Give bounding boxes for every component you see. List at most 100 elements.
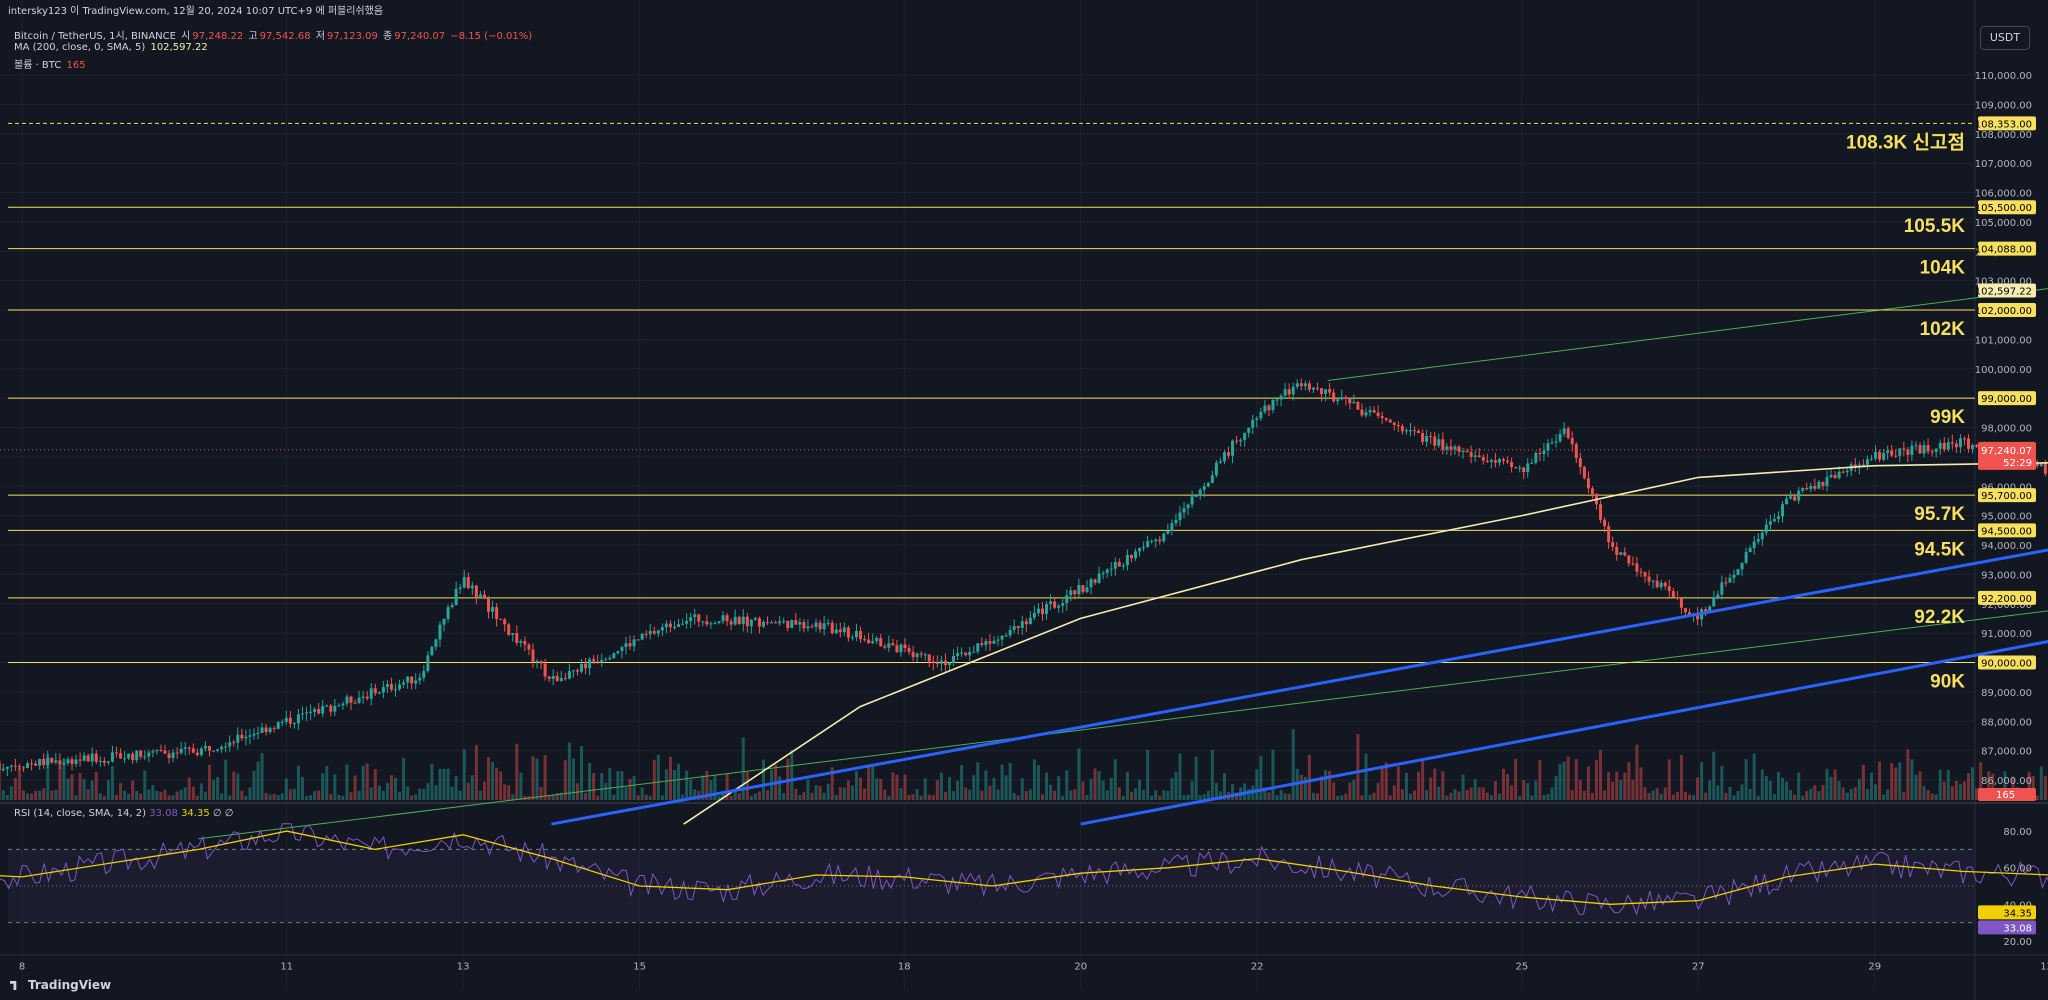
volume-bar (1255, 769, 1259, 800)
candle-body (693, 614, 697, 618)
candle-body (1417, 430, 1421, 434)
candle-body (1962, 438, 1966, 440)
volume-bar (1619, 780, 1623, 800)
volume-bar (1696, 777, 1700, 800)
rsi-sma-line[interactable] (0, 830, 2048, 915)
price-pane[interactable] (0, 0, 1975, 800)
candle-body (317, 709, 321, 714)
volume-bar (883, 789, 887, 800)
candle-body (875, 638, 879, 642)
volume-bar (365, 763, 369, 800)
volume-legend[interactable]: 볼륨 · BTC 165 (14, 56, 88, 71)
volume-bar (1975, 788, 1979, 800)
channel-upper-line[interactable] (551, 16, 2048, 826)
price-channel[interactable] (551, 16, 2048, 826)
tradingview-logo[interactable]: TradingView (10, 978, 111, 992)
volume-bar (1910, 759, 1914, 800)
rsi-value-badge: 33.08 (2003, 923, 2032, 934)
currency-button[interactable]: USDT (1980, 26, 2030, 50)
volume-bar (123, 790, 127, 800)
trend-fans[interactable] (198, 0, 2048, 840)
candle-body (1324, 389, 1328, 394)
volume-bar (1631, 779, 1635, 800)
volume-bar (1603, 790, 1607, 800)
volume-bar (1635, 744, 1639, 800)
volume-bar (927, 794, 931, 800)
rsi-label[interactable]: RSI (14, close, SMA, 14, 2) (14, 808, 147, 819)
volume-bar (1639, 767, 1643, 800)
volume-bar (1712, 751, 1716, 800)
ma-legend[interactable]: MA (200, close, 0, SMA, 5) 102,597.22 (14, 42, 210, 53)
volume-bar (1772, 794, 1776, 800)
volume-bar (1817, 791, 1821, 800)
volume-bar (220, 793, 224, 800)
rsi-line[interactable] (0, 823, 2048, 926)
candle-body (410, 676, 414, 684)
volume-bar (1024, 791, 1028, 800)
volume-bar (1299, 774, 1303, 800)
candle-body (863, 639, 867, 641)
moving-average (683, 289, 2048, 825)
high-label: 고 (248, 31, 258, 42)
candle-body (1299, 383, 1303, 387)
channel-lower-line[interactable] (1080, 75, 2048, 826)
fan-line-green-lower[interactable] (198, 295, 2048, 840)
ma-200-line[interactable] (683, 289, 2048, 825)
candle-body (826, 622, 830, 624)
candle-body (398, 684, 402, 690)
candle-body (1295, 383, 1299, 387)
candle-body (1198, 489, 1202, 497)
volume-bar (1352, 779, 1356, 800)
volume-label[interactable]: 볼륨 · BTC (14, 60, 62, 71)
volume-bar (1, 790, 5, 800)
price-tick-label: 95,000.00 (1981, 512, 2032, 523)
volume-bar (402, 757, 406, 800)
volume-bar (1396, 766, 1400, 800)
candle-body (1493, 460, 1497, 463)
volume-bar (82, 779, 86, 800)
candle-body (361, 696, 365, 698)
candle-body (725, 615, 729, 622)
fan-line-green-upper[interactable] (1327, 19, 2048, 381)
last-price-badge: 97,240.07 (1981, 446, 2032, 457)
level-axis-badge: 92,200.00 (1981, 594, 2032, 605)
volume-bar (875, 778, 879, 800)
time-tick-label: 29 (1868, 961, 1881, 972)
volume-bar (721, 793, 725, 800)
candle-body (414, 680, 418, 684)
volume-bar (600, 773, 604, 800)
volume-bar (478, 790, 482, 800)
ma-label[interactable]: MA (200, close, 0, SMA, 5) (14, 42, 146, 53)
time-tick-label: 27 (1692, 961, 1705, 972)
candle-body (737, 616, 741, 624)
volume-bar (1166, 790, 1170, 800)
horizontal-levels[interactable]: 108.3K 신고점 105.5K 104K 102K 99K 95.7K 94.5K 92.… (0, 122, 1975, 693)
volume-bar (697, 791, 701, 800)
candle-body (1024, 621, 1028, 625)
candle-body (1485, 460, 1489, 462)
volume-bar (535, 758, 539, 800)
candle-body (195, 752, 199, 755)
candle-body (656, 630, 660, 634)
volume-bar (1291, 729, 1295, 800)
volume-bars (0, 729, 2048, 800)
symbol-legend[interactable]: Bitcoin / TetherUS, 1시, BINANCE 시 97,248.… (14, 27, 534, 42)
volume-bar (1493, 781, 1497, 800)
candle-body (46, 757, 50, 765)
price-axis[interactable]: 86,000.00 87,000.00 88,000.00 89,000.00 90,0… (1975, 71, 2036, 801)
rsi-legend[interactable]: RSI (14, close, SMA, 14, 2) 33.08 34.35 … (14, 808, 234, 819)
time-axis[interactable]: 811131518202225272912월357911131618202325… (0, 954, 2048, 972)
candle-body (1538, 453, 1542, 455)
candle-body (54, 760, 58, 763)
candle-body (1093, 579, 1097, 583)
candle-body (511, 633, 515, 635)
rsi-sma-badge-bg (1978, 905, 2036, 920)
candle-body (1518, 467, 1522, 469)
symbol-title[interactable]: Bitcoin / TetherUS, 1시, BINANCE (14, 31, 176, 42)
price-tick-label: 108,000.00 (1975, 130, 2032, 141)
time-tick-label: 25 (1515, 961, 1528, 972)
volume-bar (640, 787, 644, 800)
